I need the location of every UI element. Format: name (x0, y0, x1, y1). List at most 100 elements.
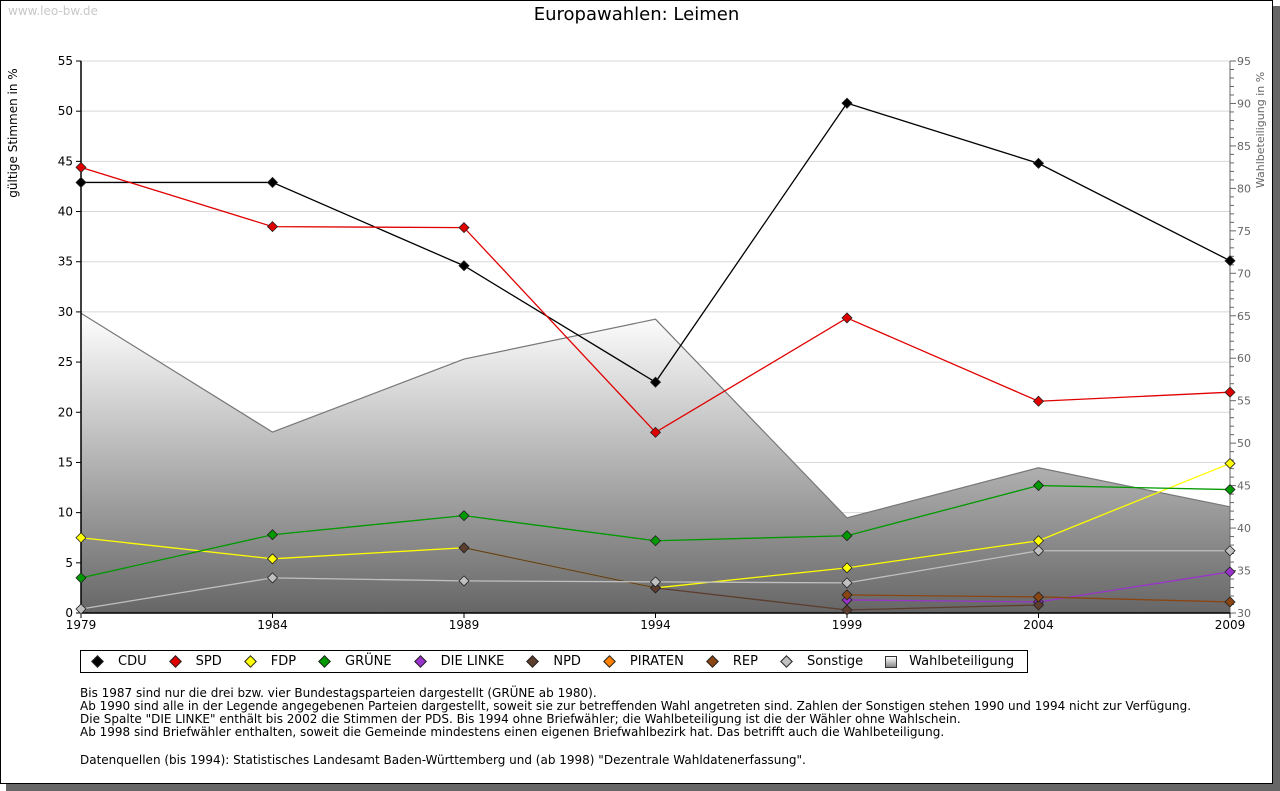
data-point-gr-ne (458, 510, 470, 522)
data-point-rep (1032, 591, 1045, 603)
legend-item: Wahlbeteiligung (885, 654, 1014, 669)
legend-label: PIRATEN (629, 654, 684, 669)
legend-label: CDU (118, 654, 147, 669)
data-point-fdp (841, 562, 853, 574)
legend-label: REP (732, 654, 758, 669)
data-point-rep (841, 589, 853, 601)
chart-plot: 0 5 10 15 20 25 30 35 40 45 50 55 30 35 40 45 50 55 60 65 70… (6, 54, 1267, 632)
y2-tick-label: 60 (1237, 352, 1251, 365)
y-tick-label: 0 (65, 606, 73, 620)
footnote: Ab 1990 sind alle in der Legende angegeb… (80, 699, 1192, 713)
legend-item: GRÜNE (318, 654, 392, 669)
data-point-sonstige (266, 572, 279, 584)
legend-diamond-icon (413, 655, 427, 668)
y2-tick-label: 35 (1237, 565, 1251, 578)
y2-tick-label: 50 (1237, 437, 1251, 450)
y2-tick-label: 45 (1237, 480, 1251, 493)
data-point-spd (1032, 395, 1045, 407)
y2-tick-label: 55 (1237, 395, 1251, 408)
data-point-cdu (458, 260, 470, 272)
x-tick-label: 1984 (257, 618, 288, 632)
data-point-fdp (75, 532, 87, 544)
data-point-cdu (841, 97, 853, 109)
x-tick-label: 2004 (1023, 618, 1054, 632)
data-point-sonstige (841, 577, 853, 589)
data-point-fdp (1224, 457, 1236, 470)
y-tick-label: 20 (58, 405, 73, 419)
data-point-spd (649, 426, 662, 438)
axes: 0 5 10 15 20 25 30 35 40 45 50 55 30 35 40 45 50 55 60 65 70… (58, 54, 1251, 632)
y2-tick-label: 80 (1237, 182, 1251, 195)
data-point-spd (1224, 386, 1236, 398)
legend-diamond-icon (526, 655, 540, 668)
legend-diamond-icon (603, 655, 616, 668)
legend-item: FDP (243, 654, 297, 669)
y-tick-label: 50 (58, 104, 73, 118)
turnout-area (80, 312, 1231, 613)
y-tick-label: 5 (65, 556, 73, 570)
data-point-die-linke (1224, 566, 1236, 578)
data-point-cdu (649, 376, 662, 388)
footnote: Bis 1987 sind nur die drei bzw. vier Bun… (80, 686, 597, 700)
x-tick-label: 1994 (640, 618, 671, 632)
legend-label: GRÜNE (345, 654, 392, 669)
legend-item: CDU (91, 654, 147, 669)
data-point-cdu (1032, 157, 1045, 169)
y-tick-label: 45 (58, 154, 73, 168)
y-tick-label: 55 (58, 54, 73, 68)
frame-shadow-right (1273, 6, 1280, 791)
data-point-gr-ne (75, 572, 87, 584)
legend-diamond-icon (706, 655, 719, 668)
x-tick-label: 2009 (1215, 618, 1246, 632)
footnote: Die Spalte "DIE LINKE" enthält bis 2002 … (80, 712, 961, 726)
legend-item: SPD (168, 654, 222, 669)
data-point-gr-ne (649, 535, 662, 547)
data-point-npd (1032, 599, 1045, 611)
legend-label: NPD (553, 654, 581, 669)
y2-tick-label: 95 (1237, 55, 1251, 68)
y2-tick-label: 85 (1237, 140, 1251, 153)
x-tick-label: 1999 (832, 618, 863, 632)
data-point-spd (266, 221, 279, 233)
y-tick-label: 10 (58, 506, 73, 520)
legend-label: FDP (270, 654, 297, 669)
legend-item: REP (706, 654, 758, 669)
chart-title: Europawahlen: Leimen (533, 4, 740, 25)
y2-tick-label: 70 (1237, 267, 1251, 280)
data-point-gr-ne (266, 529, 279, 541)
legend-item: Sonstige (780, 654, 863, 669)
y2-tick-label: 90 (1237, 97, 1251, 110)
y2-axis-label: Wahlbeteiligung in % (1254, 72, 1267, 188)
turnout-area-fill (81, 313, 1230, 613)
data-point-spd (458, 222, 470, 234)
series-markers (75, 97, 1236, 616)
legend-diamond-icon (318, 655, 331, 668)
data-point-sonstige (1224, 545, 1236, 557)
y2-tick-label: 65 (1237, 310, 1251, 323)
legend-label: Sonstige (806, 654, 864, 669)
legend-diamond-icon (91, 655, 104, 668)
data-point-gr-ne (841, 530, 853, 542)
legend-label: SPD (195, 654, 222, 669)
frame-shadow-bottom (6, 784, 1280, 791)
data-point-sonstige (649, 576, 662, 588)
data-source-note: Datenquellen (bis 1994): Statistisches L… (80, 753, 806, 767)
y-tick-label: 35 (58, 255, 73, 269)
legend-item: NPD (526, 654, 581, 669)
footnotes: Bis 1987 sind nur die drei bzw. vier Bun… (80, 687, 1191, 739)
y2-tick-label: 30 (1237, 607, 1251, 620)
data-point-spd (841, 312, 853, 324)
legend-item: DIE LINKE (413, 654, 504, 669)
series-line-npd (463, 547, 1039, 611)
legend-diamond-icon (780, 655, 793, 668)
data-point-cdu (1224, 255, 1236, 267)
data-point-fdp (266, 553, 279, 565)
y-tick-label: 40 (58, 205, 73, 219)
y-tick-label: 15 (58, 455, 73, 469)
data-point-cdu (266, 176, 279, 189)
legend: CDU SPD FDP GRÜNE DIE LINKE NPD PIRATEN REP Sons… (80, 650, 1028, 673)
legend-diamond-icon (243, 655, 257, 668)
data-point-npd (841, 604, 853, 616)
turnout-area-outline (80, 312, 1231, 519)
data-point-spd (75, 161, 87, 173)
